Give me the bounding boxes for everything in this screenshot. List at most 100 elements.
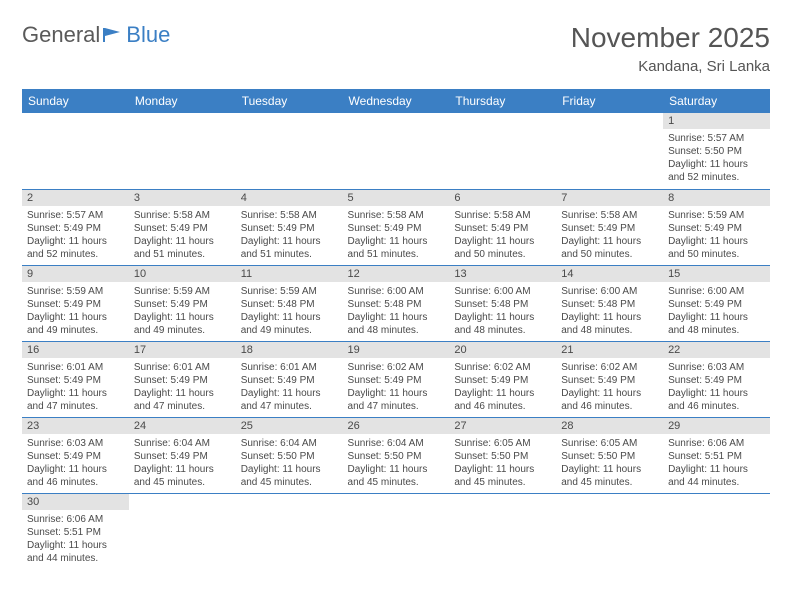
sunset-text: Sunset: 5:48 PM <box>348 298 445 311</box>
cell-body: Sunrise: 6:05 AMSunset: 5:50 PMDaylight:… <box>556 434 663 493</box>
sunset-text: Sunset: 5:49 PM <box>27 222 124 235</box>
daylight-text: Daylight: 11 hours and 45 minutes. <box>241 463 338 489</box>
sunrise-text: Sunrise: 6:00 AM <box>348 285 445 298</box>
cell-body: Sunrise: 6:02 AMSunset: 5:49 PMDaylight:… <box>343 358 450 417</box>
day-number <box>449 113 556 128</box>
sunset-text: Sunset: 5:48 PM <box>561 298 658 311</box>
calendar-cell: 4Sunrise: 5:58 AMSunset: 5:49 PMDaylight… <box>236 189 343 265</box>
sunset-text: Sunset: 5:49 PM <box>668 298 765 311</box>
month-title: November 2025 <box>571 22 770 54</box>
cell-body: Sunrise: 5:58 AMSunset: 5:49 PMDaylight:… <box>343 206 450 265</box>
sunrise-text: Sunrise: 6:00 AM <box>561 285 658 298</box>
calendar-cell: 17Sunrise: 6:01 AMSunset: 5:49 PMDayligh… <box>129 341 236 417</box>
cell-body: Sunrise: 6:00 AMSunset: 5:48 PMDaylight:… <box>556 282 663 341</box>
flag-icon <box>102 26 124 44</box>
sunrise-text: Sunrise: 5:58 AM <box>241 209 338 222</box>
sunrise-text: Sunrise: 5:58 AM <box>561 209 658 222</box>
day-number <box>556 494 663 509</box>
day-number <box>449 494 556 509</box>
calendar-cell: 28Sunrise: 6:05 AMSunset: 5:50 PMDayligh… <box>556 417 663 493</box>
calendar-cell <box>449 113 556 189</box>
sunset-text: Sunset: 5:49 PM <box>134 222 231 235</box>
daylight-text: Daylight: 11 hours and 51 minutes. <box>348 235 445 261</box>
sunset-text: Sunset: 5:49 PM <box>561 222 658 235</box>
day-number: 25 <box>236 418 343 434</box>
day-number <box>556 113 663 128</box>
calendar-cell <box>449 493 556 569</box>
daylight-text: Daylight: 11 hours and 45 minutes. <box>561 463 658 489</box>
calendar-cell: 1Sunrise: 5:57 AMSunset: 5:50 PMDaylight… <box>663 113 770 189</box>
sunrise-text: Sunrise: 5:59 AM <box>134 285 231 298</box>
sunset-text: Sunset: 5:48 PM <box>241 298 338 311</box>
calendar-cell: 13Sunrise: 6:00 AMSunset: 5:48 PMDayligh… <box>449 265 556 341</box>
sunrise-text: Sunrise: 6:01 AM <box>241 361 338 374</box>
cell-body: Sunrise: 5:59 AMSunset: 5:49 PMDaylight:… <box>22 282 129 341</box>
day-number: 8 <box>663 190 770 206</box>
sunrise-text: Sunrise: 5:58 AM <box>134 209 231 222</box>
calendar-cell <box>236 493 343 569</box>
daylight-text: Daylight: 11 hours and 45 minutes. <box>454 463 551 489</box>
sunset-text: Sunset: 5:49 PM <box>27 374 124 387</box>
daylight-text: Daylight: 11 hours and 50 minutes. <box>454 235 551 261</box>
sunrise-text: Sunrise: 5:59 AM <box>241 285 338 298</box>
cell-body: Sunrise: 6:00 AMSunset: 5:48 PMDaylight:… <box>449 282 556 341</box>
daylight-text: Daylight: 11 hours and 51 minutes. <box>241 235 338 261</box>
calendar-week: 30Sunrise: 6:06 AMSunset: 5:51 PMDayligh… <box>22 493 770 569</box>
daylight-text: Daylight: 11 hours and 48 minutes. <box>454 311 551 337</box>
sunset-text: Sunset: 5:49 PM <box>27 298 124 311</box>
calendar-cell <box>22 113 129 189</box>
calendar-cell: 7Sunrise: 5:58 AMSunset: 5:49 PMDaylight… <box>556 189 663 265</box>
day-number: 28 <box>556 418 663 434</box>
sunset-text: Sunset: 5:50 PM <box>454 450 551 463</box>
cell-body: Sunrise: 6:00 AMSunset: 5:48 PMDaylight:… <box>343 282 450 341</box>
daylight-text: Daylight: 11 hours and 48 minutes. <box>561 311 658 337</box>
location: Kandana, Sri Lanka <box>571 58 770 75</box>
cell-body: Sunrise: 5:59 AMSunset: 5:49 PMDaylight:… <box>663 206 770 265</box>
title-block: November 2025 Kandana, Sri Lanka <box>571 22 770 75</box>
sunrise-text: Sunrise: 5:57 AM <box>27 209 124 222</box>
cell-body: Sunrise: 5:58 AMSunset: 5:49 PMDaylight:… <box>449 206 556 265</box>
calendar-cell: 19Sunrise: 6:02 AMSunset: 5:49 PMDayligh… <box>343 341 450 417</box>
sunrise-text: Sunrise: 5:58 AM <box>454 209 551 222</box>
daylight-text: Daylight: 11 hours and 46 minutes. <box>27 463 124 489</box>
sunrise-text: Sunrise: 6:06 AM <box>27 513 124 526</box>
calendar-week: 23Sunrise: 6:03 AMSunset: 5:49 PMDayligh… <box>22 417 770 493</box>
sunrise-text: Sunrise: 6:05 AM <box>561 437 658 450</box>
day-number <box>22 113 129 128</box>
day-number: 10 <box>129 266 236 282</box>
daylight-text: Daylight: 11 hours and 45 minutes. <box>134 463 231 489</box>
sunset-text: Sunset: 5:50 PM <box>668 145 765 158</box>
sunset-text: Sunset: 5:48 PM <box>454 298 551 311</box>
day-number <box>343 113 450 128</box>
calendar-table: SundayMondayTuesdayWednesdayThursdayFrid… <box>22 89 770 569</box>
sunset-text: Sunset: 5:49 PM <box>561 374 658 387</box>
day-number: 4 <box>236 190 343 206</box>
cell-body: Sunrise: 6:02 AMSunset: 5:49 PMDaylight:… <box>556 358 663 417</box>
calendar-cell: 11Sunrise: 5:59 AMSunset: 5:48 PMDayligh… <box>236 265 343 341</box>
sunrise-text: Sunrise: 6:04 AM <box>241 437 338 450</box>
page-header: General Blue November 2025 Kandana, Sri … <box>22 22 770 75</box>
day-number <box>236 494 343 509</box>
calendar-week: 9Sunrise: 5:59 AMSunset: 5:49 PMDaylight… <box>22 265 770 341</box>
sunset-text: Sunset: 5:49 PM <box>241 374 338 387</box>
sunrise-text: Sunrise: 6:00 AM <box>454 285 551 298</box>
daylight-text: Daylight: 11 hours and 51 minutes. <box>134 235 231 261</box>
cell-body: Sunrise: 6:02 AMSunset: 5:49 PMDaylight:… <box>449 358 556 417</box>
calendar-cell <box>129 113 236 189</box>
day-number: 23 <box>22 418 129 434</box>
day-number: 22 <box>663 342 770 358</box>
calendar-cell: 21Sunrise: 6:02 AMSunset: 5:49 PMDayligh… <box>556 341 663 417</box>
calendar-cell: 10Sunrise: 5:59 AMSunset: 5:49 PMDayligh… <box>129 265 236 341</box>
calendar-cell: 23Sunrise: 6:03 AMSunset: 5:49 PMDayligh… <box>22 417 129 493</box>
daylight-text: Daylight: 11 hours and 46 minutes. <box>668 387 765 413</box>
cell-body: Sunrise: 6:03 AMSunset: 5:49 PMDaylight:… <box>22 434 129 493</box>
daylight-text: Daylight: 11 hours and 50 minutes. <box>668 235 765 261</box>
daylight-text: Daylight: 11 hours and 49 minutes. <box>134 311 231 337</box>
sunrise-text: Sunrise: 6:00 AM <box>668 285 765 298</box>
sunrise-text: Sunrise: 6:05 AM <box>454 437 551 450</box>
day-header: Tuesday <box>236 89 343 113</box>
daylight-text: Daylight: 11 hours and 49 minutes. <box>241 311 338 337</box>
logo-text-2: Blue <box>126 22 170 48</box>
day-number: 3 <box>129 190 236 206</box>
calendar-cell: 20Sunrise: 6:02 AMSunset: 5:49 PMDayligh… <box>449 341 556 417</box>
